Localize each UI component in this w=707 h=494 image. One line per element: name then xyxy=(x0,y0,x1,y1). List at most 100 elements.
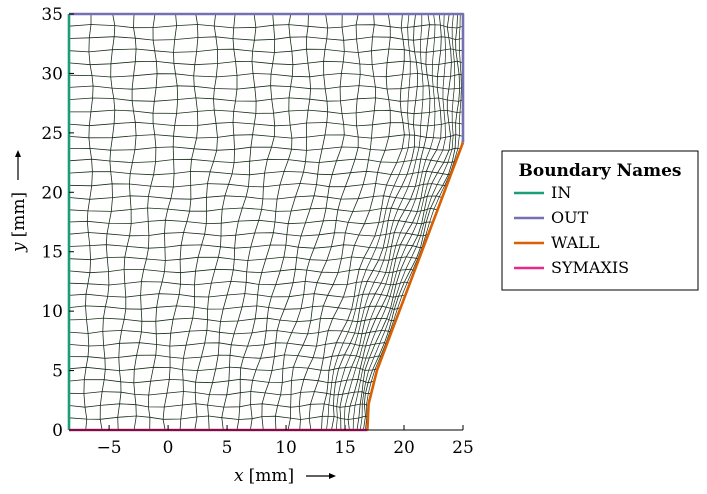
mesh-refinement-line xyxy=(357,380,361,392)
mesh-refinement-line xyxy=(395,282,401,297)
mesh-column-line xyxy=(162,13,199,431)
mesh-refinement-line xyxy=(402,186,409,199)
mesh-refinement-line xyxy=(373,271,380,283)
x-tick-label: −5 xyxy=(97,438,122,458)
mesh-row-line xyxy=(68,207,438,212)
mesh-refinement-line xyxy=(406,234,413,246)
mesh-refinement-line xyxy=(373,343,381,358)
mesh-refinement-line xyxy=(370,247,377,260)
mesh-column-line xyxy=(147,13,179,431)
mesh-refinement-line xyxy=(444,49,446,64)
mesh-refinement-line xyxy=(438,185,446,197)
mesh-refinement-line xyxy=(459,50,461,63)
mesh-refinement-line xyxy=(407,87,410,102)
mesh-refinement-line xyxy=(405,210,412,222)
mesh-refinement-line xyxy=(365,258,372,270)
mesh-refinement-line xyxy=(407,27,409,40)
mesh-refinement-line xyxy=(444,37,446,50)
mesh-column-line xyxy=(339,13,431,431)
mesh-refinement-line xyxy=(388,308,393,320)
mesh-refinement-line xyxy=(425,148,431,160)
mesh-refinement-line xyxy=(418,171,423,186)
mesh-refinement-line xyxy=(460,87,462,101)
legend-label-symaxis: SYMAXIS xyxy=(551,258,629,277)
mesh-refinement-line xyxy=(366,393,369,405)
mesh-refinement-line xyxy=(442,98,445,111)
mesh-refinement-line xyxy=(420,25,423,40)
mesh-refinement-line xyxy=(383,208,387,222)
boundary-wall xyxy=(366,141,465,431)
mesh-refinement-line xyxy=(408,73,411,88)
mesh-row-line xyxy=(68,121,464,127)
mesh-row-line xyxy=(68,183,447,188)
mesh-row-line xyxy=(68,72,464,78)
mesh-refinement-line xyxy=(359,417,363,431)
mesh-refinement-line xyxy=(442,162,449,174)
mesh-refinement-line xyxy=(358,281,363,296)
mesh-refinement-line xyxy=(389,220,394,234)
mesh-refinement-line xyxy=(365,344,371,359)
mesh-row-line xyxy=(68,415,369,420)
mesh-refinement-line xyxy=(403,147,409,162)
mesh-column-line xyxy=(99,13,116,431)
mesh-column-line xyxy=(117,13,137,431)
mesh-refinement-line xyxy=(385,331,391,344)
mesh-refinement-line xyxy=(379,330,386,344)
mesh-refinement-line xyxy=(453,75,456,89)
legend-label-wall: WALL xyxy=(551,233,600,252)
mesh-refinement-line xyxy=(399,221,406,234)
mesh-row-line xyxy=(68,329,392,335)
mesh-column-line xyxy=(347,13,442,431)
mesh-refinement-line xyxy=(393,174,400,187)
mesh-refinement-line xyxy=(385,296,391,308)
mesh-refinement-line xyxy=(365,319,371,334)
mesh-refinement-line xyxy=(327,404,330,417)
mesh-refinement-line xyxy=(429,137,434,149)
y-tick-label: 10 xyxy=(41,302,63,322)
boundary-out xyxy=(69,12,465,143)
mesh-refinement-line xyxy=(337,381,342,395)
mesh-refinement-line xyxy=(451,38,454,50)
mesh-refinement-line xyxy=(347,320,353,333)
mesh-refinement-line xyxy=(375,235,381,248)
axes-frame xyxy=(69,13,464,431)
mesh-refinement-line xyxy=(355,295,359,309)
mesh-refinement-line xyxy=(443,110,446,124)
mesh-refinement-line xyxy=(412,258,419,271)
mesh-refinement-line xyxy=(400,245,407,258)
mesh-refinement-line xyxy=(354,333,359,345)
mesh-row-line xyxy=(68,280,410,286)
mesh-refinement-line xyxy=(330,382,333,395)
mesh-refinement-line xyxy=(364,293,370,308)
mesh-row-line xyxy=(68,268,415,274)
mesh-refinement-line xyxy=(459,100,462,113)
mesh-column-line xyxy=(261,13,329,431)
mesh-refinement-line xyxy=(344,355,351,368)
mesh-refinement-line xyxy=(407,134,410,148)
mesh-refinement-line xyxy=(380,307,387,319)
mesh-refinement-line xyxy=(423,209,428,224)
y-tick-label: 0 xyxy=(52,421,63,441)
mesh-refinement-line xyxy=(393,308,398,321)
mesh-refinement-line xyxy=(355,356,360,368)
mesh-refinement-line xyxy=(328,394,331,405)
mesh-refinement-line xyxy=(333,355,339,370)
mesh-refinement-line xyxy=(370,306,377,320)
mesh-refinement-line xyxy=(451,13,454,28)
mesh-refinement-line xyxy=(399,269,406,284)
mesh-refinement-line xyxy=(389,259,393,273)
mesh-refinement-line xyxy=(451,135,454,150)
mesh-column-line xyxy=(179,13,219,431)
x-tick-label: 15 xyxy=(334,438,356,458)
mesh-refinement-line xyxy=(421,99,424,114)
mesh-refinement-line xyxy=(344,406,346,420)
mesh-refinement-line xyxy=(407,173,414,187)
mesh-row-line xyxy=(68,391,372,396)
mesh-refinement-line xyxy=(357,320,362,334)
mesh-refinement-line xyxy=(457,135,460,149)
mesh-refinement-line xyxy=(353,405,356,419)
mesh-refinement-line xyxy=(336,394,339,407)
mesh-refinement-line xyxy=(370,331,377,346)
mesh-refinement-line xyxy=(411,246,417,258)
